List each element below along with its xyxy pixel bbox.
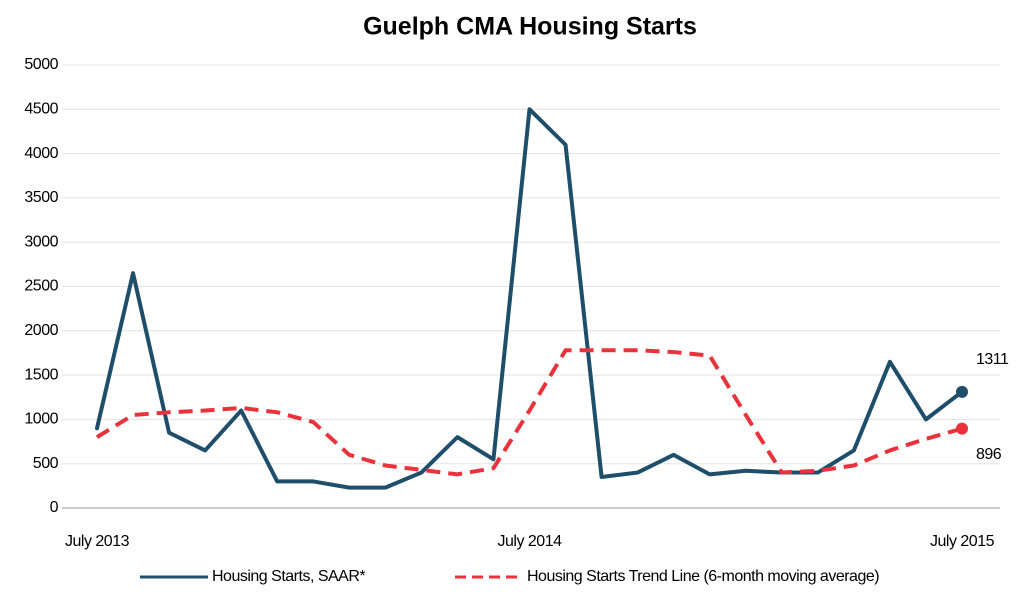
y-tick-label: 5000 [24, 56, 58, 73]
value-label: 1311 [976, 351, 1009, 368]
y-tick-label: 4000 [24, 145, 58, 162]
y-tick-label: 2000 [24, 322, 58, 339]
x-tick-label: July 2014 [498, 533, 563, 550]
end-marker [956, 385, 968, 398]
y-tick-label: 2500 [24, 278, 58, 295]
y-tick-label: 1000 [24, 411, 58, 428]
y-tick-label: 0 [50, 499, 59, 516]
legend-label: Housing Starts Trend Line (6-month movin… [527, 568, 879, 585]
y-tick-label: 500 [33, 455, 59, 472]
value-label: 896 [976, 446, 1002, 463]
chart-title: Guelph CMA Housing Starts [363, 13, 697, 41]
y-tick-label: 3000 [24, 233, 58, 250]
y-tick-label: 3500 [24, 189, 58, 206]
y-tick-label: 1500 [24, 366, 58, 383]
y-tick-label: 4500 [24, 101, 58, 118]
legend-label: Housing Starts, SAAR* [212, 568, 365, 585]
series-line [95, 348, 963, 477]
x-tick-label: July 2013 [65, 533, 130, 550]
series-line [95, 107, 964, 490]
x-tick-label: July 2015 [930, 533, 995, 550]
end-marker [956, 422, 968, 435]
